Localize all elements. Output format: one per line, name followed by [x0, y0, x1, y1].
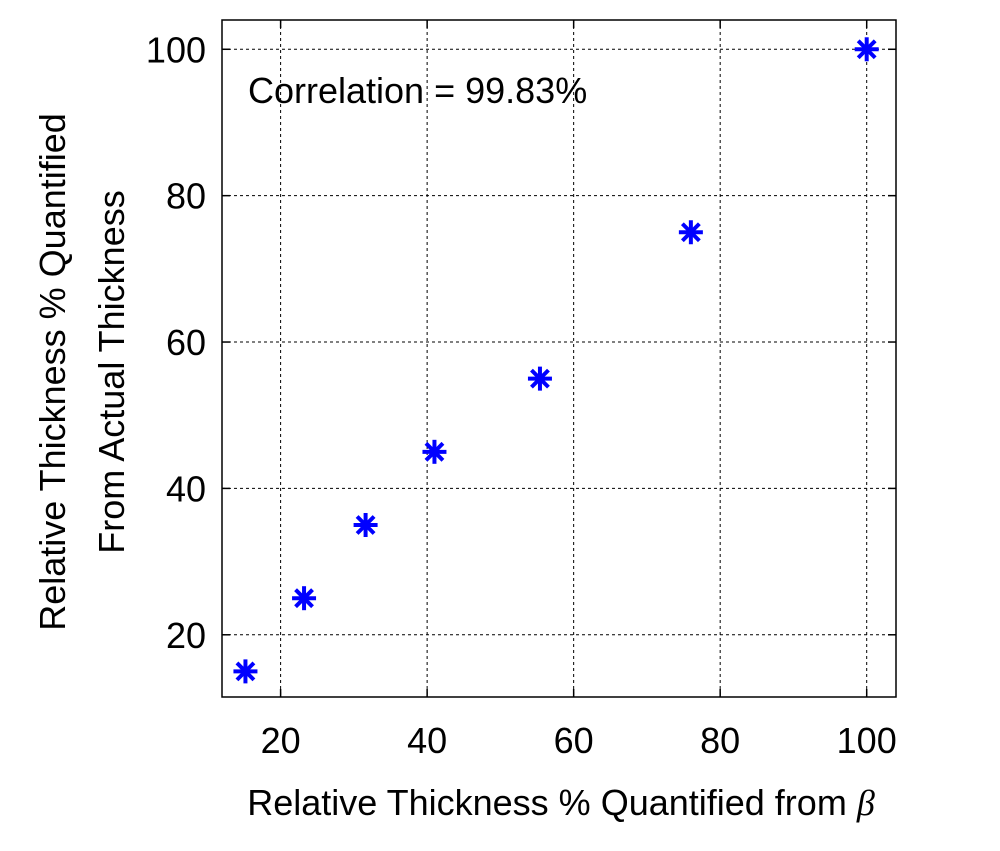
x-tick-label: 40: [407, 720, 447, 761]
marker-stroke: [355, 515, 376, 535]
x-axis-label-text: Relative Thickness % Quantified from: [247, 782, 847, 823]
data-point: [233, 659, 258, 684]
data-point: [854, 37, 879, 62]
marker-stroke: [424, 441, 445, 462]
data-point: [292, 586, 317, 611]
y-tick-label: 100: [146, 29, 206, 70]
data-point: [422, 439, 447, 464]
axis-ticks: 20 40 60 80 100 20 40 60 80 100: [146, 20, 897, 761]
data-point: [678, 220, 703, 245]
marker-stroke: [680, 222, 701, 243]
x-tick-label: 60: [554, 720, 594, 761]
y-axis-label: Relative Thickness % Quantified From Act…: [32, 113, 132, 631]
y-tick-label: 20: [166, 615, 206, 656]
plot-frame: [221, 19, 897, 698]
x-axis-label: Relative Thickness % Quantified from β: [247, 782, 875, 823]
x-tick-label: 20: [261, 720, 301, 761]
data-point: [353, 513, 378, 538]
y-tick-label: 40: [166, 468, 206, 509]
marker-stroke: [530, 368, 550, 389]
marker-stroke: [856, 39, 877, 60]
y-tick-label: 60: [166, 322, 206, 363]
grid: [222, 20, 896, 697]
y-axis-label-line-1: Relative Thickness % Quantified: [32, 113, 73, 631]
marker-stroke: [294, 588, 314, 609]
data-points: [233, 37, 879, 684]
x-axis-label-symbol: β: [856, 783, 875, 823]
marker-stroke: [235, 661, 256, 682]
data-point: [527, 366, 552, 391]
x-tick-label: 100: [837, 720, 897, 761]
x-tick-label: 80: [700, 720, 740, 761]
y-axis-label-line-2: From Actual Thickness: [91, 190, 132, 553]
y-tick-label: 80: [166, 176, 206, 217]
correlation-annotation: Correlation = 99.83%: [248, 70, 587, 111]
